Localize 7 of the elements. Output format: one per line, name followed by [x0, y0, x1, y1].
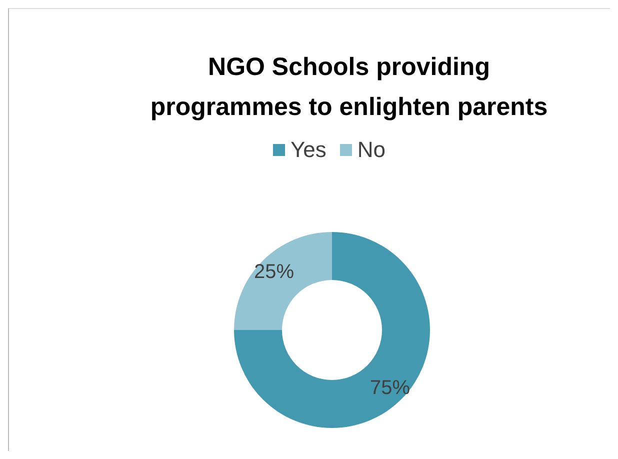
- donut-slice: [234, 232, 430, 428]
- chart-title: NGO Schools providing programmes to enlighten parents: [149, 52, 549, 123]
- legend-label: Yes: [289, 137, 326, 163]
- legend-label: No: [356, 137, 386, 163]
- data-label: 25%: [254, 261, 294, 284]
- donut-slice: [234, 232, 332, 330]
- data-label: 75%: [370, 376, 410, 399]
